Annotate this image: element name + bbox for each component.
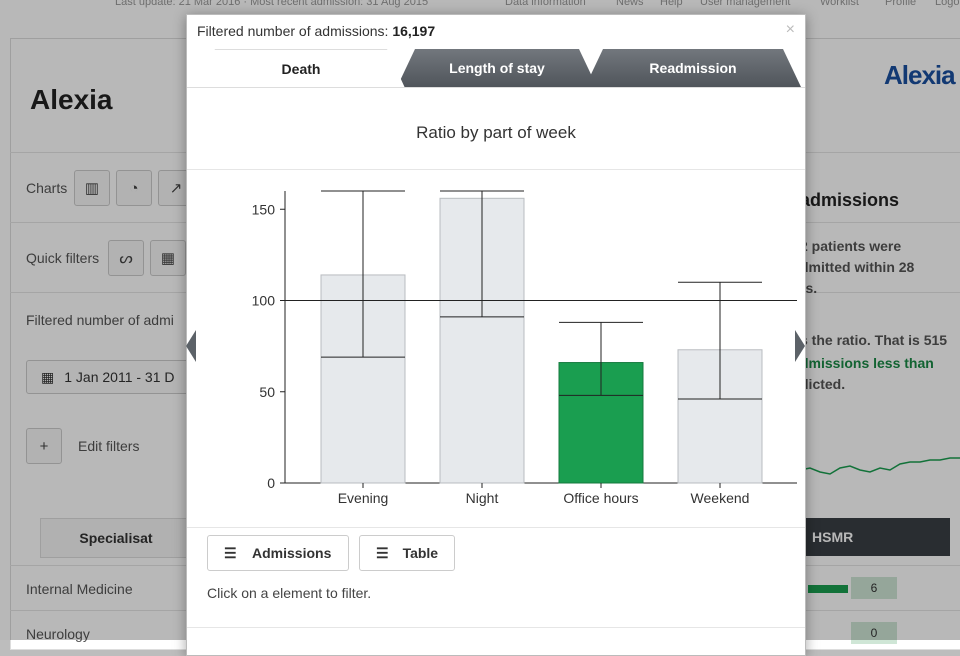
summary-text: dmitted within 28 — [800, 259, 915, 275]
plus-icon: + — [39, 437, 49, 455]
add-filter-button[interactable]: + — [26, 428, 62, 464]
divider — [187, 627, 805, 628]
chart-modal: Filtered number of admissions: 16,197 × … — [186, 14, 806, 656]
divider — [187, 169, 805, 170]
topbar-link-help[interactable]: Help — [660, 0, 683, 8]
pie-chart-icon: ◔ — [129, 179, 139, 197]
topbar-link-data[interactable]: Data information — [505, 0, 586, 8]
summary-text: dicted. — [800, 376, 846, 392]
previous-arrow-icon[interactable] — [186, 330, 196, 362]
ratio-bar-chart: 0 50 100 150 Evening Night Office hours Weekend — [252, 190, 797, 506]
tab-length-of-stay[interactable]: Length of stay — [397, 49, 597, 87]
next-arrow-icon[interactable] — [795, 330, 805, 362]
admissions-button-label: Admissions — [252, 545, 332, 561]
table-button[interactable]: ☰ Table — [359, 535, 455, 571]
x-tick-label: Evening — [338, 490, 389, 506]
quick-filters-label: Quick filters — [26, 250, 100, 266]
tab-readmission[interactable]: Readmission — [585, 49, 801, 87]
topbar-link-users[interactable]: User management — [700, 0, 791, 8]
list-icon: ☰ — [224, 544, 237, 561]
calendar-icon: ▦ — [41, 368, 55, 385]
summary-text: dmissions less than — [800, 355, 934, 371]
trend-icon: ↗ — [169, 180, 183, 197]
tab-hsmr[interactable]: HSMR — [800, 518, 950, 556]
divider — [187, 87, 805, 88]
pie-chart-button[interactable]: ◔ — [116, 170, 152, 206]
close-icon[interactable]: × — [785, 21, 795, 38]
divider — [187, 527, 805, 528]
bar-chart-button[interactable]: ▥ — [74, 170, 110, 206]
calendar-filter-button[interactable]: ▦ — [150, 240, 186, 276]
update-info: Last update: 21 Mar 2016 · Most recent a… — [115, 0, 429, 8]
tab-death[interactable]: Death — [197, 49, 405, 88]
chart-title: Ratio by part of week — [416, 123, 576, 142]
date-range-value: 1 Jan 2011 - 31 D — [64, 369, 175, 385]
summary-text: 2 patients were — [800, 238, 902, 254]
table-button-label: Table — [402, 545, 439, 561]
calendar-icon: ▦ — [160, 250, 176, 267]
list-icon: ☰ — [376, 544, 389, 561]
charts-label: Charts — [26, 180, 68, 196]
summary-text: s the ratio. That is 515 — [800, 332, 948, 348]
y-tick-label: 100 — [252, 293, 276, 309]
page-title: Alexia — [30, 84, 113, 115]
y-tick-label: 0 — [267, 475, 275, 491]
filtered-count-label: Filtered number of admi — [26, 312, 174, 328]
date-range-picker[interactable]: ▦ 1 Jan 2011 - 31 D — [26, 360, 196, 394]
row-label[interactable]: Internal Medicine — [26, 581, 133, 597]
admissions-button[interactable]: ☰ Admissions — [207, 535, 349, 571]
bar-chart-icon: ▥ — [84, 180, 100, 197]
y-tick-label: 150 — [252, 201, 276, 217]
y-tick-label: 50 — [259, 384, 275, 400]
tab-specialism[interactable]: Specialisat — [40, 518, 192, 558]
topbar-link-news[interactable]: News — [616, 0, 644, 8]
topbar-link-profile[interactable]: Profile — [885, 0, 917, 8]
filtered-admissions-value: 16,197 — [392, 23, 436, 39]
modal-header: Filtered number of admissions: 16,197 — [197, 23, 435, 39]
brand-logo: Alexia — [884, 60, 956, 90]
sparkline — [800, 457, 960, 475]
row-count: 0 — [851, 622, 897, 644]
x-tick-label: Night — [466, 490, 499, 506]
filtered-admissions-label: Filtered number of admissions: — [197, 23, 389, 39]
ribbon-filter-button[interactable]: ᔕ — [108, 240, 144, 276]
top-bar: Last update: 21 Mar 2016 · Most recent a… — [0, 0, 960, 10]
topbar-link-logout[interactable]: Logo — [935, 0, 960, 8]
outcome-tabs: Readmission Length of stay Death — [187, 49, 805, 88]
topbar-link-worklist[interactable]: Worklist — [820, 0, 859, 8]
edit-filters-link[interactable]: Edit filters — [78, 438, 140, 454]
row-count: 6 — [851, 577, 897, 599]
ribbon-icon: ᔕ — [119, 250, 133, 267]
filter-hint: Click on a element to filter. — [207, 585, 372, 601]
x-tick-label: Weekend — [691, 490, 750, 506]
admissions-heading: admissions — [800, 190, 900, 210]
x-tick-label: Office hours — [563, 490, 638, 506]
row-bar — [808, 585, 848, 593]
row-label[interactable]: Neurology — [26, 626, 90, 642]
